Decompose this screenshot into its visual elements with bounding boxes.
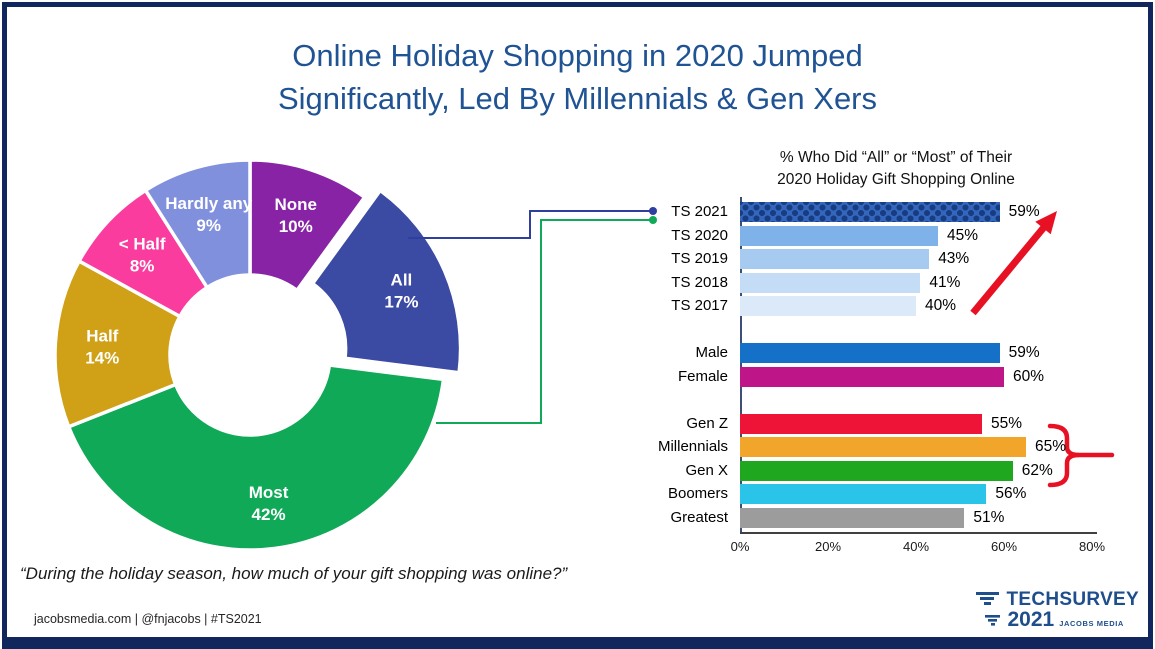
x-tick-0: 0%	[730, 539, 750, 554]
bar-value-ts-2017: 40%	[925, 297, 957, 314]
trend-up-arrow-head	[1035, 211, 1057, 235]
bar-value-boomers: 56%	[995, 485, 1027, 502]
bar-label-ts-2021: TS 2021	[671, 203, 728, 220]
bar-ts-2017	[740, 296, 916, 316]
slide-title-line1: Online Holiday Shopping in 2020 Jumped	[292, 38, 863, 73]
logo-year-text: 2021	[1007, 608, 1055, 631]
bar-value-ts-2020: 45%	[947, 226, 979, 244]
bar-label-gen-x: Gen X	[685, 461, 728, 479]
bar-ts-2019	[740, 249, 930, 269]
bar-boomers	[740, 484, 987, 504]
bar-chart: % Who Did “All” or “Most” of Their 2020 …	[640, 147, 1145, 587]
logo-brand-text: TECHSURVEY	[1006, 589, 1139, 610]
donut-slice-name-half: < Half	[119, 235, 166, 254]
logo-row-year: 2021 JACOBS MEDIA	[975, 608, 1139, 632]
connector-dot-most	[649, 216, 657, 224]
bar-value-ts-2018: 41%	[929, 273, 961, 291]
donut-slice-name-half: Half	[86, 327, 118, 346]
bar-millennials	[740, 437, 1026, 457]
bar-chart-title: % Who Did “All” or “Most” of Their 2020 …	[676, 147, 1116, 191]
bar-ts-2020	[740, 225, 938, 246]
bar-chart-x-axis-line	[740, 532, 1097, 534]
bar-label-ts-2018: TS 2018	[671, 273, 728, 291]
trend-up-arrow-shaft	[970, 223, 1048, 316]
bar-greatest	[740, 507, 965, 528]
connector-line-all-to-ts2021	[408, 210, 652, 239]
bar-chart-y-axis-line	[740, 197, 742, 532]
donut-slice-value-half: 8%	[130, 257, 155, 276]
slide-title-line2: Significantly, Led By Millennials & Gen …	[277, 81, 878, 116]
bar-female	[740, 366, 1004, 387]
donut-slice-name-none: None	[274, 195, 317, 214]
donut-slice-half	[53, 259, 182, 429]
techsurvey-logo: TECHSURVEY 2021 JACOBS MEDIA	[975, 589, 1139, 632]
connector-line-most-to-ts2021	[436, 219, 652, 424]
donut-slice-name-most: Most	[249, 483, 289, 502]
x-tick-80: 80%	[1078, 539, 1106, 554]
footer-credits: jacobsmedia.com | @fnjacobs | #TS2021	[34, 612, 262, 626]
donut-chart: None 10% All 17% Most 42% Half 14% < Half 8% Hardl…	[53, 158, 463, 552]
bar-label-ts-2017: TS 2017	[671, 297, 728, 314]
bar-label-female: Female	[677, 367, 728, 385]
bar-value-ts-2019: 43%	[938, 250, 970, 267]
bar-value-millennials: 65%	[1035, 438, 1067, 455]
bar-value-gen-z: 55%	[991, 414, 1023, 432]
x-tick-60: 60%	[990, 539, 1018, 554]
donut-slice-value-hardly-any: 9%	[196, 216, 221, 235]
bar-label-ts-2020: TS 2020	[671, 226, 728, 244]
bar-male	[740, 343, 1000, 363]
bar-label-boomers: Boomers	[667, 485, 728, 502]
donut-slice-most	[66, 363, 446, 552]
bar-chart-title-line1: % Who Did “All” or “Most” of Their	[779, 149, 1013, 166]
x-tick-20: 20%	[814, 539, 842, 554]
donut-slice-none	[248, 158, 367, 293]
donut-slice-name-all: All	[391, 270, 413, 289]
logo-company-text: JACOBS MEDIA	[1059, 619, 1124, 628]
bar-value-greatest: 51%	[973, 508, 1005, 526]
bar-label-gen-z: Gen Z	[686, 414, 728, 432]
bar-gen-z	[740, 413, 982, 434]
annotation-shapes	[970, 211, 1115, 488]
donut-slice-value-most: 42%	[252, 505, 286, 524]
bar-chart-title-line2: 2020 Holiday Gift Shopping Online	[777, 171, 1015, 188]
bar-value-ts-2021: 59%	[1008, 203, 1040, 220]
donut-slice-value-all: 17%	[384, 292, 418, 311]
slide-title: Online Holiday Shopping in 2020 Jumped S…	[0, 34, 1155, 120]
logo-funnel-icon	[976, 592, 1000, 605]
bar-label-ts-2019: TS 2019	[671, 250, 728, 267]
logo-row-brand: TECHSURVEY	[975, 589, 1139, 611]
logo-funnel-icon-small	[985, 615, 1001, 626]
donut-slice-name-hardly-any: Hardly any	[165, 194, 252, 213]
bar-label-greatest: Greatest	[670, 508, 728, 526]
connector-dot-all	[649, 207, 657, 215]
bar-label-male: Male	[695, 344, 728, 361]
donut-slice-value-half: 14%	[85, 349, 119, 368]
bar-label-millennials: Millennials	[657, 438, 728, 455]
bar-value-female: 60%	[1013, 367, 1045, 385]
connector-lines	[408, 207, 657, 424]
bar-value-gen-x: 62%	[1021, 461, 1053, 479]
survey-question: “During the holiday season, how much of …	[20, 564, 568, 583]
bar-ts-2021	[740, 202, 1000, 222]
bar-gen-x	[740, 460, 1013, 481]
bar-ts-2018	[740, 272, 921, 293]
bar-value-male: 59%	[1008, 344, 1040, 361]
donut-slice-all	[310, 188, 463, 375]
donut-slice-value-none: 10%	[279, 217, 313, 236]
x-tick-40: 40%	[902, 539, 930, 554]
donut-slice-hardly-any	[143, 158, 252, 290]
